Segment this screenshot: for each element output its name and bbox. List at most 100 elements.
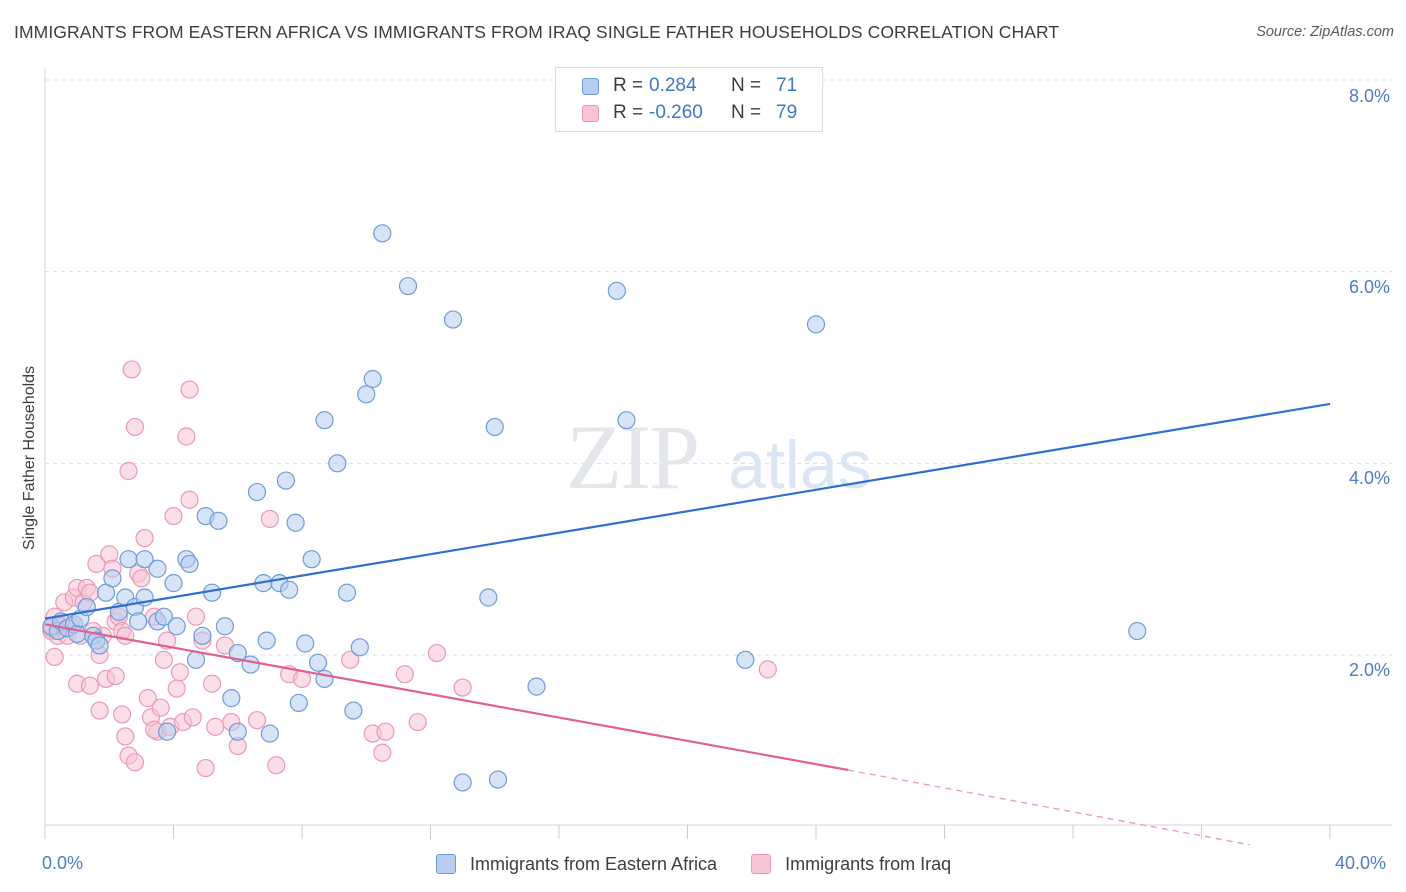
trend-line-iraq-extrapolated	[848, 769, 1250, 846]
eastern-africa-point[interactable]	[488, 770, 508, 789]
iraq-point[interactable]	[183, 708, 202, 727]
iraq-point[interactable]	[186, 607, 206, 626]
iraq-point[interactable]	[135, 528, 154, 548]
iraq-point[interactable]	[164, 506, 183, 526]
iraq-point[interactable]	[112, 705, 132, 724]
eastern-africa-point[interactable]	[209, 511, 228, 530]
iraq-point[interactable]	[116, 727, 135, 746]
eastern-africa-point[interactable]	[289, 693, 308, 713]
eastern-africa-point[interactable]	[167, 617, 186, 636]
eastern-africa-point[interactable]	[373, 224, 392, 243]
eastern-africa-point[interactable]	[276, 471, 296, 490]
chart-title: IMMIGRANTS FROM EASTERN AFRICA VS IMMIGR…	[14, 22, 1060, 42]
eastern-africa-point[interactable]	[164, 574, 183, 593]
iraq-point[interactable]	[151, 698, 170, 717]
eastern-africa-point[interactable]	[302, 550, 321, 569]
iraq-point[interactable]	[132, 569, 151, 588]
y-axis-label: Single Father Households	[21, 365, 38, 551]
iraq-point[interactable]	[167, 679, 186, 698]
eastern-africa-point[interactable]	[315, 411, 334, 430]
eastern-africa-point[interactable]	[485, 417, 504, 437]
iraq-point[interactable]	[267, 756, 286, 775]
legend-item-eastern-africa[interactable]: Immigrants from Eastern Africa	[436, 854, 717, 875]
iraq-point[interactable]	[180, 380, 199, 399]
iraq-point[interactable]	[373, 743, 392, 762]
eastern-africa-point[interactable]	[135, 550, 154, 569]
eastern-africa-point[interactable]	[806, 315, 826, 334]
eastern-africa-point[interactable]	[154, 607, 173, 626]
iraq-point[interactable]	[247, 711, 267, 730]
eastern-africa-point[interactable]	[222, 689, 241, 708]
iraq-point[interactable]	[125, 753, 145, 772]
iraq-point[interactable]	[116, 626, 135, 645]
iraq-point[interactable]	[196, 758, 215, 778]
iraq-point[interactable]	[122, 360, 141, 379]
legend-r-value: -0.260	[649, 102, 703, 123]
eastern-africa-point[interactable]	[443, 310, 463, 329]
x-tick-min: 0.0%	[42, 853, 84, 873]
eastern-africa-point[interactable]	[215, 617, 234, 636]
eastern-africa-point[interactable]	[280, 580, 299, 599]
iraq-point[interactable]	[427, 643, 447, 663]
legend-item-iraq[interactable]: Immigrants from Iraq	[751, 854, 951, 875]
eastern-africa-point[interactable]	[617, 411, 636, 430]
iraq-point[interactable]	[45, 647, 64, 667]
eastern-africa-point[interactable]	[527, 677, 546, 696]
eastern-africa-point[interactable]	[337, 583, 357, 602]
eastern-africa-point[interactable]	[286, 513, 305, 532]
eastern-africa-point[interactable]	[398, 276, 418, 296]
eastern-africa-point[interactable]	[103, 569, 122, 588]
eastern-africa-point[interactable]	[736, 650, 755, 669]
eastern-africa-point[interactable]	[308, 653, 328, 672]
iraq-point[interactable]	[90, 701, 109, 720]
series-legend: Immigrants from Eastern Africa Immigrant…	[436, 852, 985, 876]
eastern-africa-point[interactable]	[228, 643, 247, 663]
eastern-africa-point[interactable]	[357, 385, 376, 404]
iraq-point[interactable]	[106, 666, 125, 686]
legend-n-value: 71	[776, 75, 798, 96]
legend-swatch-pink	[582, 104, 599, 122]
eastern-africa-point[interactable]	[1128, 621, 1147, 641]
eastern-africa-point[interactable]	[148, 559, 167, 578]
eastern-africa-point[interactable]	[607, 281, 626, 300]
iraq-point[interactable]	[453, 678, 472, 697]
legend-label-eastern-africa: Immigrants from Eastern Africa	[470, 853, 718, 874]
eastern-africa-point[interactable]	[157, 722, 177, 741]
eastern-africa-point[interactable]	[129, 612, 148, 631]
eastern-africa-point[interactable]	[296, 634, 315, 653]
eastern-africa-point[interactable]	[228, 722, 247, 741]
iraq-point[interactable]	[376, 722, 395, 741]
eastern-africa-point[interactable]	[90, 636, 109, 655]
iraq-point[interactable]	[758, 660, 777, 679]
iraq-point[interactable]	[395, 665, 414, 684]
trend-lines	[44, 402, 1331, 846]
eastern-africa-point[interactable]	[241, 655, 260, 674]
eastern-africa-point[interactable]	[350, 638, 369, 657]
eastern-africa-point[interactable]	[257, 631, 276, 650]
iraq-point[interactable]	[154, 650, 173, 669]
iraq-point[interactable]	[138, 689, 157, 708]
eastern-africa-point[interactable]	[180, 554, 199, 574]
eastern-africa-point[interactable]	[344, 701, 363, 720]
eastern-africa-point[interactable]	[260, 724, 279, 743]
eastern-africa-point[interactable]	[328, 454, 347, 473]
iraq-point[interactable]	[177, 427, 196, 446]
iraq-point[interactable]	[170, 663, 190, 682]
eastern-africa-point[interactable]	[453, 773, 472, 792]
iraq-point[interactable]	[180, 490, 199, 509]
eastern-africa-point[interactable]	[193, 626, 212, 645]
iraq-point[interactable]	[408, 712, 427, 732]
iraq-point[interactable]	[341, 650, 360, 669]
iraq-point[interactable]	[206, 717, 225, 736]
iraq-point[interactable]	[260, 509, 279, 529]
iraq-point[interactable]	[125, 417, 145, 437]
eastern-africa-point[interactable]	[247, 482, 267, 502]
iraq-point[interactable]	[119, 461, 138, 481]
iraq-point[interactable]	[80, 676, 100, 695]
eastern-africa-point[interactable]	[479, 588, 498, 607]
x-tick-max: 40.0%	[1335, 853, 1387, 873]
eastern-africa-point[interactable]	[363, 369, 382, 389]
axes	[44, 68, 1392, 839]
eastern-africa-point[interactable]	[119, 550, 138, 569]
iraq-point[interactable]	[202, 674, 222, 693]
